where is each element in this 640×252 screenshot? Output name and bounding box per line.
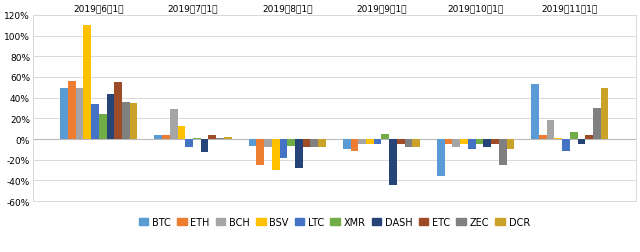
Bar [374, 139, 381, 145]
Bar [186, 139, 193, 148]
Bar [201, 139, 209, 153]
Bar [60, 89, 68, 139]
Bar [358, 139, 366, 145]
Bar [483, 139, 491, 148]
Bar [506, 139, 514, 150]
Bar [280, 139, 287, 158]
Bar [601, 89, 609, 139]
Bar [468, 139, 476, 150]
Bar [257, 139, 264, 165]
Bar [570, 132, 577, 139]
Bar [445, 139, 452, 145]
Bar [310, 139, 318, 148]
Bar [91, 104, 99, 139]
Bar [351, 139, 358, 152]
Bar [83, 26, 91, 139]
Bar [177, 126, 186, 139]
Bar [154, 135, 162, 139]
Bar [499, 139, 506, 165]
Bar [248, 139, 257, 147]
Bar [397, 139, 404, 145]
Bar [193, 138, 201, 139]
Bar [162, 135, 170, 139]
Bar [593, 109, 601, 139]
Bar [130, 103, 138, 139]
Bar [68, 82, 76, 139]
Bar [122, 102, 130, 139]
Bar [437, 139, 445, 177]
Bar [99, 115, 107, 139]
Bar [381, 134, 389, 139]
Bar [547, 121, 554, 139]
Bar [412, 139, 420, 148]
Legend: BTC, ETH, BCH, BSV, LTC, XMR, DASH, ETC, ZEC, DCR: BTC, ETH, BCH, BSV, LTC, XMR, DASH, ETC,… [139, 217, 530, 227]
Bar [476, 139, 483, 145]
Bar [577, 139, 585, 145]
Bar [585, 135, 593, 139]
Bar [460, 139, 468, 145]
Bar [343, 139, 351, 150]
Bar [272, 139, 280, 170]
Bar [366, 139, 374, 145]
Bar [115, 83, 122, 139]
Bar [295, 139, 303, 168]
Bar [554, 138, 562, 139]
Bar [452, 139, 460, 148]
Bar [264, 139, 272, 148]
Bar [224, 137, 232, 139]
Bar [491, 139, 499, 145]
Bar [107, 94, 115, 139]
Bar [531, 85, 539, 139]
Bar [76, 89, 83, 139]
Bar [404, 139, 412, 148]
Bar [562, 139, 570, 152]
Bar [170, 110, 177, 139]
Bar [303, 139, 310, 148]
Bar [539, 135, 547, 139]
Bar [318, 139, 326, 148]
Bar [209, 135, 216, 139]
Bar [287, 139, 295, 147]
Bar [216, 138, 224, 139]
Bar [389, 139, 397, 185]
